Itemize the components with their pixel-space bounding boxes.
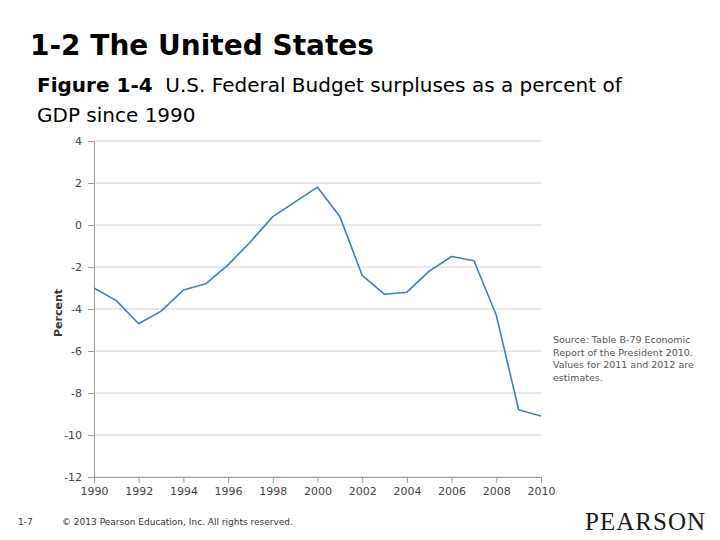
y-axis-title: Percent	[52, 289, 65, 337]
y-tick-label: 0	[75, 219, 82, 232]
x-tick: 1992	[125, 477, 153, 498]
x-tick: 2006	[438, 477, 466, 498]
x-tick-label: 2006	[438, 485, 466, 498]
y-tick: -6	[71, 345, 94, 358]
copyright: © 2013 Pearson Education, Inc. All right…	[62, 517, 293, 527]
x-tick-mark	[94, 477, 95, 483]
y-tick: 0	[75, 219, 94, 232]
x-tick-mark	[541, 477, 542, 483]
source-note-line: Values for 2011 and 2012 are	[553, 359, 694, 370]
x-tick-label: 1994	[170, 485, 198, 498]
x-tick-mark	[318, 477, 319, 483]
x-tick-label: 1990	[81, 485, 109, 498]
x-tick-mark	[273, 477, 274, 483]
y-tick-mark	[88, 225, 94, 226]
x-tick-mark	[183, 477, 184, 483]
y-tick-label: -2	[71, 261, 82, 274]
x-tick: 2004	[393, 477, 421, 498]
x-tick: 1998	[259, 477, 287, 498]
grid-line	[94, 183, 541, 184]
spacer	[153, 73, 166, 97]
x-tick-label: 2002	[349, 485, 377, 498]
y-tick-label: 4	[75, 135, 82, 148]
x-tick-label: 1996	[215, 485, 243, 498]
x-tick: 1990	[81, 477, 109, 498]
x-tick: 1996	[215, 477, 243, 498]
y-tick-label: -10	[64, 429, 82, 442]
grid-line	[94, 267, 541, 268]
page-number: 1-7	[18, 517, 33, 527]
y-tick-label: 2	[75, 177, 82, 190]
logo: PEARSON	[585, 508, 706, 535]
y-tick-label: -12	[64, 471, 82, 484]
y-tick-mark	[88, 183, 94, 184]
y-axis: -12 -10 -8 -6 -4 -2 0 2 4	[64, 135, 94, 484]
x-tick-label: 1992	[125, 485, 153, 498]
x-tick: 2010	[528, 477, 556, 498]
y-axis-line	[88, 142, 95, 478]
y-tick-label: -8	[71, 387, 82, 400]
x-tick-label: 2004	[393, 485, 421, 498]
y-tick-label: -6	[71, 345, 82, 358]
x-tick-mark	[228, 477, 229, 483]
x-tick: 2000	[304, 477, 332, 498]
y-tick: 4	[75, 135, 94, 148]
x-tick: 2008	[483, 477, 511, 498]
x-tick-mark	[452, 477, 453, 483]
x-tick-label: 2000	[304, 485, 332, 498]
grid-line	[94, 309, 541, 310]
y-tick: -2	[71, 261, 94, 274]
plot-area	[94, 187, 541, 416]
grid-line	[94, 141, 541, 142]
y-tick-mark	[88, 267, 94, 268]
y-tick-mark	[88, 351, 94, 352]
x-tick-label: 2010	[528, 485, 556, 498]
y-tick: 2	[75, 177, 94, 190]
grid-line	[94, 435, 541, 436]
y-tick-label: -4	[71, 303, 82, 316]
source-note-line: Source: Table B-79 Economic	[553, 334, 690, 345]
source-note: Source: Table B-79 Economic Report of the…	[553, 334, 694, 383]
y-tick-mark	[88, 435, 94, 436]
y-tick: -4	[71, 303, 94, 316]
y-tick: -10	[64, 429, 94, 442]
y-tick-mark	[88, 393, 94, 394]
grid-line	[94, 351, 541, 352]
x-tick-label: 1998	[259, 485, 287, 498]
y-tick-mark	[88, 309, 94, 310]
x-axis: 1990 1992 1994 1996 1998 2000 2002 2004 2006 2008…	[81, 477, 556, 498]
grid	[94, 141, 541, 477]
x-axis-line	[95, 478, 542, 484]
source-note-line: Report of the President 2010.	[553, 347, 693, 358]
y-tick: -12	[64, 471, 94, 484]
x-tick-mark	[407, 477, 408, 483]
y-tick: -8	[71, 387, 94, 400]
x-tick-mark	[362, 477, 363, 483]
y-tick-mark	[88, 477, 94, 478]
slide: 1-2 The United States -12 -10 -8 -6 -4 -2 0 2 4 19…	[0, 0, 720, 540]
y-tick-mark	[88, 141, 94, 142]
data-line	[94, 187, 541, 416]
x-tick-label: 2008	[483, 485, 511, 498]
x-tick: 2002	[349, 477, 377, 498]
x-tick-mark	[496, 477, 497, 483]
figure-label: Figure 1-4	[37, 73, 153, 97]
x-tick-mark	[139, 477, 140, 483]
header: 1-2 The United States	[30, 29, 374, 62]
source-note-line: estimates.	[553, 372, 603, 383]
x-tick: 1994	[170, 477, 198, 498]
title-block: Figure 1-4 U.S. Federal Budget surpluses…	[37, 70, 637, 130]
grid-line	[94, 225, 541, 226]
grid-line	[94, 393, 541, 394]
